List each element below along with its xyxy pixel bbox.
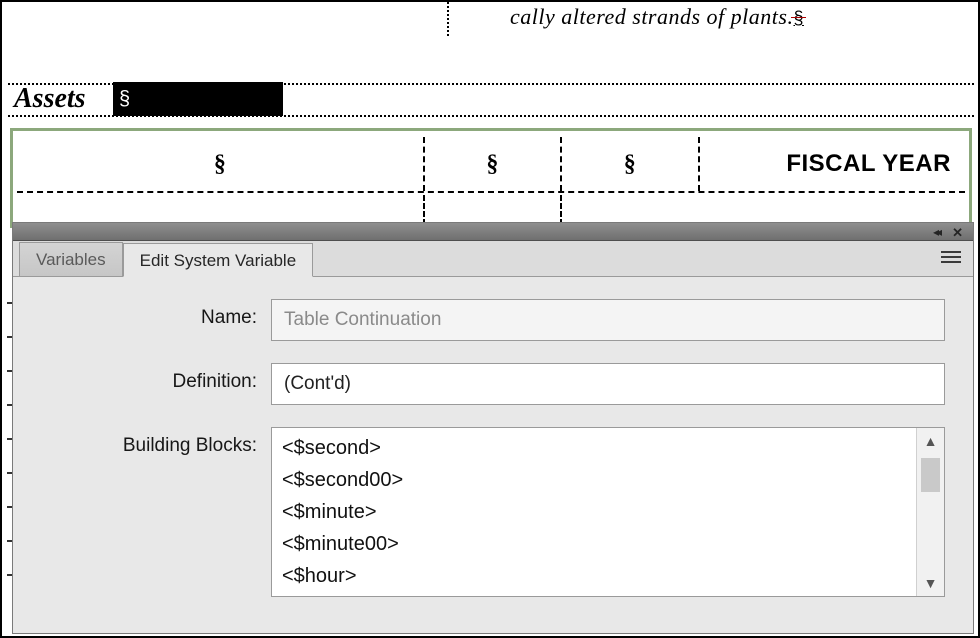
definition-row: Definition: <box>41 363 945 405</box>
body-text-fragment[interactable]: cally altered strands of plants.§ <box>510 4 804 30</box>
building-blocks-list[interactable]: <$second> <$second00> <$minute> <$minute… <box>271 427 945 597</box>
name-field <box>271 299 945 341</box>
scroll-up-icon[interactable]: ▲ <box>917 428 944 454</box>
list-item[interactable]: <$minute00> <box>282 528 912 560</box>
table-cell[interactable] <box>17 195 425 225</box>
name-label: Name: <box>41 299 271 329</box>
document-background: cally altered strands of plants.§ Assets… <box>2 2 978 636</box>
table-row <box>17 195 965 225</box>
body-text: cally altered strands of plants. <box>510 4 793 29</box>
definition-label: Definition: <box>41 363 271 393</box>
section-mark-icon: § <box>624 151 636 178</box>
scroll-thumb[interactable] <box>921 458 940 492</box>
scroll-down-icon[interactable]: ▼ <box>917 570 944 596</box>
list-item[interactable]: <$second00> <box>282 464 912 496</box>
definition-field[interactable] <box>271 363 945 405</box>
tab-edit-system-variable[interactable]: Edit System Variable <box>123 243 314 277</box>
list-item[interactable]: <$second> <box>282 432 912 464</box>
panel-menu-icon[interactable] <box>941 251 961 265</box>
tab-strip: Variables Edit System Variable <box>13 241 973 277</box>
panel-body: Name: Definition: Building Blocks: <$sec… <box>13 277 973 633</box>
tab-variables[interactable]: Variables <box>19 242 123 276</box>
heading-text: Assets <box>14 83 86 115</box>
table-header-cell-2[interactable]: § <box>425 137 562 191</box>
assets-table[interactable]: § § § FISCAL YEAR <box>10 128 972 228</box>
close-icon[interactable]: ✕ <box>952 225 963 241</box>
section-mark-icon: § <box>486 151 498 178</box>
building-blocks-label: Building Blocks: <box>41 427 271 457</box>
selection-mark: § <box>119 88 130 110</box>
text-selection[interactable]: § <box>113 82 283 116</box>
column-guide <box>447 2 449 36</box>
variables-panel: ◂◂ ✕ Variables Edit System Variable Name… <box>12 222 974 634</box>
table-header-cell-fiscal-year[interactable]: FISCAL YEAR <box>700 137 965 191</box>
collapse-icon[interactable]: ◂◂ <box>933 225 939 239</box>
name-row: Name: <box>41 299 945 341</box>
list-item[interactable]: <$minute> <box>282 496 912 528</box>
table-header-cell-3[interactable]: § <box>562 137 699 191</box>
table-header-cell-1[interactable]: § <box>17 137 425 191</box>
panel-titlebar[interactable]: ◂◂ ✕ <box>13 223 973 241</box>
section-mark-icon: § <box>214 151 226 178</box>
table-header-row: § § § FISCAL YEAR <box>17 137 965 193</box>
heading-row[interactable]: Assets § <box>8 83 974 117</box>
list-content: <$second> <$second00> <$minute> <$minute… <box>282 432 912 592</box>
header-label: FISCAL YEAR <box>786 150 951 178</box>
building-blocks-row: Building Blocks: <$second> <$second00> <… <box>41 427 945 597</box>
table-cell[interactable] <box>562 195 699 225</box>
end-of-flow-icon: § <box>793 8 804 28</box>
list-item[interactable]: <$hour> <box>282 560 912 592</box>
table-cell[interactable] <box>425 195 562 225</box>
table-cell[interactable] <box>700 195 965 225</box>
scrollbar[interactable]: ▲ ▼ <box>916 428 944 596</box>
